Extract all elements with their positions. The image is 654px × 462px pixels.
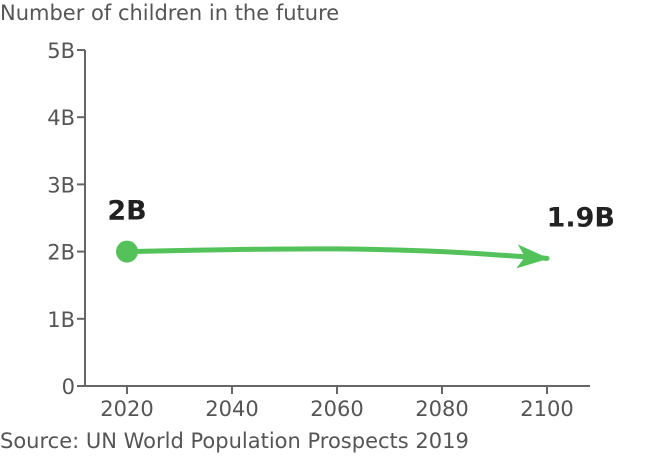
series-line [124,244,550,269]
y-tick-label: 2B [47,241,75,265]
data-label: 2B [107,196,146,227]
annotations-layer: 2B 1.9B [107,196,615,234]
start-point-marker [116,240,138,263]
y-tick-label: 1B [47,308,75,332]
series-layer [116,240,550,269]
y-axis: 0 1B 2B 3B 4B 5B [47,39,86,399]
x-tick-label: 2080 [415,397,468,421]
y-tick-label: 4B [47,106,75,130]
chart-title: Number of children in the future [0,1,339,25]
x-tick-label: 2040 [205,397,258,421]
x-tick-label: 2060 [310,397,363,421]
y-tick-label: 3B [47,173,75,197]
data-label: 1.9B [547,202,615,233]
x-axis: 2020 2040 2060 2080 2100 [85,385,590,421]
x-tick-label: 2020 [100,397,153,421]
source-note: Source: UN World Population Prospects 20… [0,429,469,453]
y-tick-label: 5B [47,39,75,63]
x-tick-label: 2100 [520,397,573,421]
y-tick-label: 0 [62,375,75,399]
